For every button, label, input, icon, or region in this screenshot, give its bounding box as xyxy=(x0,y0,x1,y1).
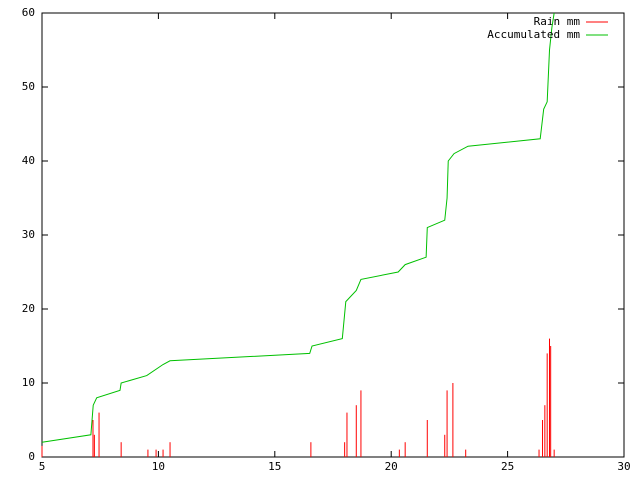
x-tick-label: 5 xyxy=(39,460,46,473)
y-tick-label: 0 xyxy=(28,450,35,463)
y-tick-label: 40 xyxy=(22,154,35,167)
y-tick-label: 10 xyxy=(22,376,35,389)
x-tick-label: 10 xyxy=(152,460,165,473)
y-tick-label: 50 xyxy=(22,80,35,93)
y-tick-label: 60 xyxy=(22,6,35,19)
y-tick-label: 20 xyxy=(22,302,35,315)
legend-label: Accumulated mm xyxy=(487,28,580,41)
legend-label: Rain mm xyxy=(534,15,581,28)
x-tick-label: 25 xyxy=(501,460,514,473)
accumulated-line xyxy=(41,12,555,443)
x-tick-label: 20 xyxy=(385,460,398,473)
y-tick-label: 30 xyxy=(22,228,35,241)
x-tick-label: 15 xyxy=(268,460,281,473)
x-tick-label: 30 xyxy=(617,460,630,473)
